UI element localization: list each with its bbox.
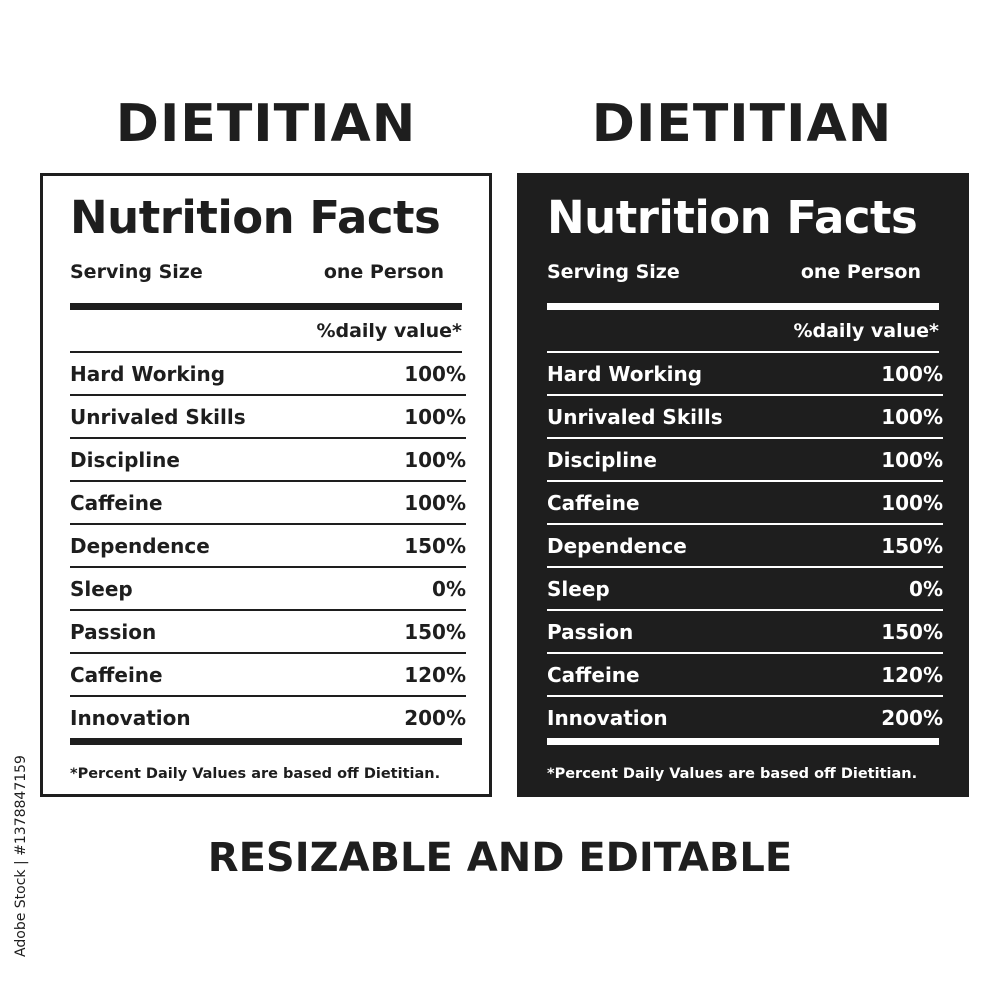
nutrient-value: 200%	[404, 705, 466, 730]
nutrient-label: Innovation	[70, 705, 191, 730]
nutrition-facts-title: Nutrition Facts	[547, 191, 918, 244]
thick-divider	[70, 303, 462, 310]
nutrient-row: Unrivaled Skills 100%	[70, 396, 466, 439]
nutrient-label: Passion	[547, 619, 634, 644]
nutrient-label: Hard Working	[70, 361, 226, 386]
nutrient-value: 100%	[881, 404, 943, 429]
nutrient-row: Caffeine 100%	[70, 482, 466, 525]
nutrient-value: 0%	[909, 576, 943, 601]
nutrient-row: Passion 150%	[547, 611, 943, 654]
nutrient-value: 100%	[404, 490, 466, 515]
nutrient-rows: Hard Working 100% Unrivaled Skills 100% Di…	[70, 353, 466, 738]
nutrient-value: 100%	[881, 490, 943, 515]
nutrient-value: 200%	[881, 705, 943, 730]
stock-id-watermark: Adobe Stock | #1378847159	[6, 755, 36, 957]
nutrient-label: Caffeine	[70, 662, 163, 687]
nutrient-value: 120%	[881, 662, 943, 687]
nutrient-row: Caffeine 120%	[70, 654, 466, 697]
nutrition-label-dark: Nutrition Facts Serving Size one Person …	[517, 173, 969, 797]
nutrient-label: Discipline	[70, 447, 180, 472]
left-heading: DIETITIAN	[115, 94, 417, 154]
nutrient-value: 100%	[881, 447, 943, 472]
bottom-caption: RESIZABLE AND EDITABLE	[207, 835, 793, 881]
nutrient-row: Dependence 150%	[70, 525, 466, 568]
nutrient-label: Caffeine	[547, 490, 640, 515]
nutrient-value: 100%	[404, 447, 466, 472]
nutrient-value: 100%	[404, 404, 466, 429]
nutrient-row: Caffeine 120%	[547, 654, 943, 697]
nutrient-value: 0%	[432, 576, 466, 601]
nutrient-value: 100%	[881, 361, 943, 386]
nutrient-row: Unrivaled Skills 100%	[547, 396, 943, 439]
nutrient-value: 150%	[881, 533, 943, 558]
nutrient-label: Sleep	[547, 576, 610, 601]
bottom-divider	[70, 738, 462, 745]
nutrient-label: Dependence	[70, 533, 210, 558]
nutrient-row: Caffeine 100%	[547, 482, 943, 525]
nutrient-label: Dependence	[547, 533, 687, 558]
nutrient-row: Dependence 150%	[547, 525, 943, 568]
footnote: *Percent Daily Values are based off Diet…	[547, 766, 918, 782]
nutrient-label: Unrivaled Skills	[70, 404, 246, 429]
nutrient-value: 150%	[881, 619, 943, 644]
nutrient-label: Innovation	[547, 705, 668, 730]
stock-id-text: Adobe Stock | #1378847159	[13, 755, 29, 957]
nutrient-row: Discipline 100%	[547, 439, 943, 482]
nutrient-rows: Hard Working 100% Unrivaled Skills 100% Di…	[547, 353, 943, 738]
right-heading: DIETITIAN	[591, 94, 893, 154]
nutrient-value: 100%	[404, 361, 466, 386]
daily-value-header: %daily value*	[547, 319, 939, 353]
nutrient-label: Hard Working	[547, 361, 703, 386]
nutrient-row: Passion 150%	[70, 611, 466, 654]
nutrient-label: Sleep	[70, 576, 133, 601]
nutrient-row: Discipline 100%	[70, 439, 466, 482]
serving-size-row: Serving Size one Person	[547, 260, 939, 284]
nutrient-row: Hard Working 100%	[547, 353, 943, 396]
serving-size-row: Serving Size one Person	[70, 260, 462, 284]
serving-size-value: one Person	[323, 261, 444, 283]
serving-size-label: Serving Size	[547, 261, 680, 283]
nutrient-label: Passion	[70, 619, 157, 644]
daily-value-header: %daily value*	[70, 319, 462, 353]
nutrition-facts-title: Nutrition Facts	[70, 191, 441, 244]
nutrient-label: Unrivaled Skills	[547, 404, 723, 429]
serving-size-label: Serving Size	[70, 261, 203, 283]
serving-size-value: one Person	[800, 261, 921, 283]
bottom-divider	[547, 738, 939, 745]
nutrient-row: Sleep 0%	[547, 568, 943, 611]
nutrition-label-light: Nutrition Facts Serving Size one Person …	[40, 173, 492, 797]
nutrient-row: Innovation 200%	[70, 697, 466, 738]
nutrient-value: 120%	[404, 662, 466, 687]
nutrient-value: 150%	[404, 533, 466, 558]
nutrient-row: Innovation 200%	[547, 697, 943, 738]
nutrient-row: Sleep 0%	[70, 568, 466, 611]
nutrient-label: Discipline	[547, 447, 657, 472]
nutrient-label: Caffeine	[547, 662, 640, 687]
nutrient-value: 150%	[404, 619, 466, 644]
thick-divider	[547, 303, 939, 310]
nutrient-label: Caffeine	[70, 490, 163, 515]
footnote: *Percent Daily Values are based off Diet…	[70, 766, 441, 782]
nutrient-row: Hard Working 100%	[70, 353, 466, 396]
